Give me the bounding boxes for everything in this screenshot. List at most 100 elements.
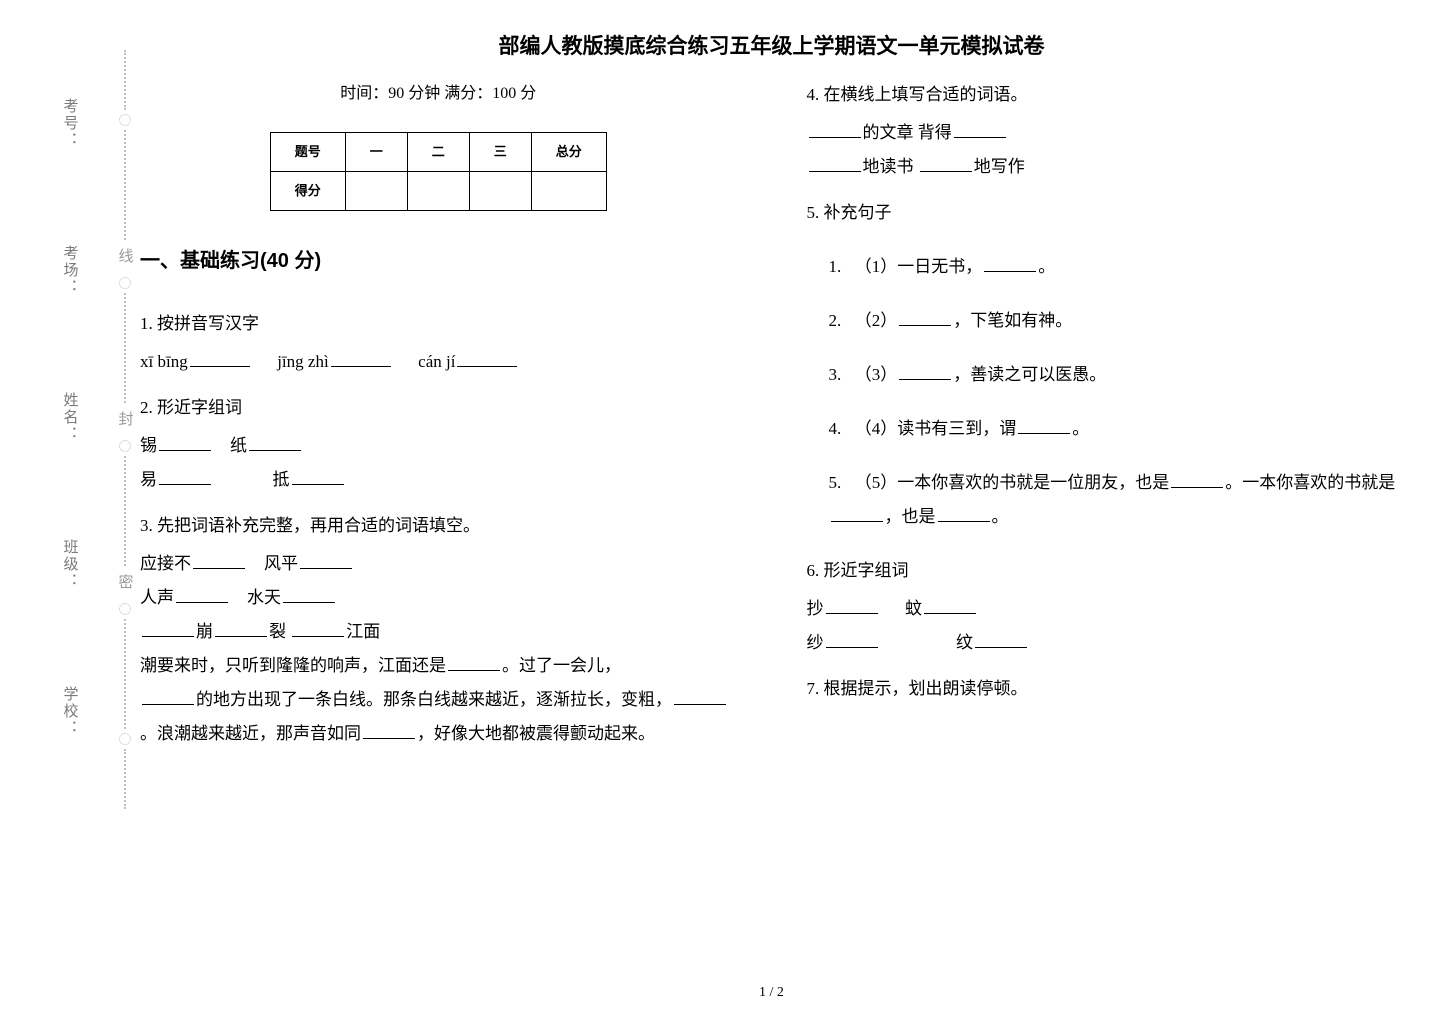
text: 。浪潮越来越近，那声音如同 [140, 724, 361, 743]
char: 抄 [807, 599, 824, 618]
q5-sub: 4. （4）读书有三到，谓 。 [829, 412, 1404, 446]
q6-row: 抄 蚊 [807, 592, 1404, 626]
question-3: 3. 先把词语补充完整，再用合适的词语填空。 应接不 风平 人声 水天 崩裂 江… [140, 509, 737, 751]
score-cell [469, 172, 531, 211]
fold-circle-icon [119, 733, 131, 745]
fold-char: 封 [115, 411, 136, 428]
binding-label: 考号： [60, 98, 81, 149]
text: （3） [855, 365, 898, 384]
fold-circle-icon [119, 440, 131, 452]
q5-sub: 2. （2） ，下笔如有神。 [829, 304, 1404, 338]
sub-num: 4. [829, 412, 851, 446]
column-right: 4. 在横线上填写合适的词语。 的文章 背得 地读书 地写作 5. 补充句子 1… [807, 78, 1404, 975]
page-number: 1 / 2 [140, 985, 1403, 1001]
text: 。 [1038, 257, 1055, 276]
text: （2） [855, 311, 898, 330]
binding-labels-column: 考号： 考场： 姓名： 班级： 学校： [30, 30, 110, 1001]
text: 。 [992, 507, 1009, 526]
pinyin: xī bīng [140, 352, 188, 371]
q3-stem: 3. 先把词语补充完整，再用合适的词语填空。 [140, 509, 737, 543]
q3-paragraph: 潮要来时，只听到隆隆的响声，江面还是。过了一会儿， 的地方出现了一条白线。那条白… [140, 649, 737, 751]
q3-row: 应接不 风平 [140, 547, 737, 581]
content-area: 部编人教版摸底综合练习五年级上学期语文一单元模拟试卷 时间：90 分钟 满分：1… [140, 30, 1403, 1001]
question-5: 5. 补充句子 1. （1）一日无书， 。 2. （2） ，下笔如有神。 3. （3… [807, 196, 1404, 534]
score-table: 题号 一 二 三 总分 得分 [270, 132, 607, 211]
score-header: 题号 [270, 133, 345, 172]
char: 蚊 [905, 599, 922, 618]
q3-row: 人声 水天 [140, 581, 737, 615]
word: 应接不 [140, 554, 191, 573]
fold-circle-icon [119, 114, 131, 126]
binding-label: 学校： [60, 686, 81, 737]
q4-row: 的文章 背得 [807, 116, 1404, 150]
q5-sub: 3. （3） ，善读之可以医愚。 [829, 358, 1404, 392]
question-1: 1. 按拼音写汉字 xī bīng jīng zhì cán jí [140, 307, 737, 379]
char: 纱 [807, 633, 824, 652]
question-4: 4. 在横线上填写合适的词语。 的文章 背得 地读书 地写作 [807, 78, 1404, 184]
text: 地读书 [863, 157, 918, 176]
text: （5）一本你喜欢的书就是一位朋友，也是 [855, 473, 1170, 492]
text: ，也是 [885, 507, 936, 526]
word: 水天 [247, 588, 281, 607]
score-header: 一 [345, 133, 407, 172]
text: 潮要来时，只听到隆隆的响声，江面还是 [140, 656, 446, 675]
text: 。一本你喜欢的书就是 [1225, 473, 1395, 492]
text: 地写作 [974, 157, 1025, 176]
q2-row: 锡 纸 [140, 429, 737, 463]
q2-row: 易 抵 [140, 463, 737, 497]
fold-circle-icon [119, 277, 131, 289]
char: 锡 [140, 436, 157, 455]
q6-stem: 6. 形近字组词 [807, 554, 1404, 588]
char: 抵 [273, 470, 290, 489]
q6-row: 纱 纹 [807, 626, 1404, 660]
text: 。 [1072, 419, 1089, 438]
score-header: 三 [469, 133, 531, 172]
text: （1）一日无书， [855, 257, 983, 276]
sub-num: 1. [829, 250, 851, 284]
q7-stem: 7. 根据提示，划出朗读停顿。 [807, 672, 1404, 706]
score-cell [531, 172, 606, 211]
text: ，好像大地都被震得颤动起来。 [417, 724, 655, 743]
char: 纹 [956, 633, 973, 652]
q5-sub: 1. （1）一日无书， 。 [829, 250, 1404, 284]
fold-circle-icon [119, 603, 131, 615]
exam-title: 部编人教版摸底综合练习五年级上学期语文一单元模拟试卷 [140, 30, 1403, 60]
q2-stem: 2. 形近字组词 [140, 391, 737, 425]
score-cell [407, 172, 469, 211]
score-header: 二 [407, 133, 469, 172]
q4-row: 地读书 地写作 [807, 150, 1404, 184]
q5-stem: 5. 补充句子 [807, 196, 1404, 230]
section-heading: 一、基础练习(40 分) [140, 241, 737, 281]
q1-line: xī bīng jīng zhì cán jí [140, 345, 737, 379]
word: 风平 [264, 554, 298, 573]
q5-sublist: 1. （1）一日无书， 。 2. （2） ，下笔如有神。 3. （3） ，善读之可以医… [807, 250, 1404, 534]
sub-num: 5. [829, 466, 851, 500]
time-score-line: 时间：90 分钟 满分：100 分 [140, 78, 737, 110]
fold-char: 密 [115, 574, 136, 591]
text: ，下笔如有神。 [953, 311, 1072, 330]
fold-line-column: 线 封 密 [110, 30, 140, 1001]
char: 纸 [230, 436, 247, 455]
score-cell [345, 172, 407, 211]
word: 崩 [196, 622, 213, 641]
q5-sub: 5. （5）一本你喜欢的书就是一位朋友，也是 。一本你喜欢的书就是 ，也是 。 [829, 466, 1404, 534]
sub-num: 3. [829, 358, 851, 392]
text: （4）读书有三到，谓 [855, 419, 1017, 438]
binding-label: 考场： [60, 245, 81, 296]
text: 。过了一会儿， [502, 656, 621, 675]
q4-stem: 4. 在横线上填写合适的词语。 [807, 78, 1404, 112]
score-header: 总分 [531, 133, 606, 172]
sub-num: 2. [829, 304, 851, 338]
text: ，善读之可以医愚。 [953, 365, 1106, 384]
char: 易 [140, 470, 157, 489]
binding-label: 班级： [60, 539, 81, 590]
binding-label: 姓名： [60, 392, 81, 443]
word: 人声 [140, 588, 174, 607]
word: 裂 [269, 622, 290, 641]
pinyin: cán jí [418, 352, 455, 371]
score-row-label: 得分 [270, 172, 345, 211]
question-7: 7. 根据提示，划出朗读停顿。 [807, 672, 1404, 706]
fold-char: 线 [115, 248, 136, 265]
q3-row: 崩裂 江面 [140, 615, 737, 649]
q1-stem: 1. 按拼音写汉字 [140, 307, 737, 341]
